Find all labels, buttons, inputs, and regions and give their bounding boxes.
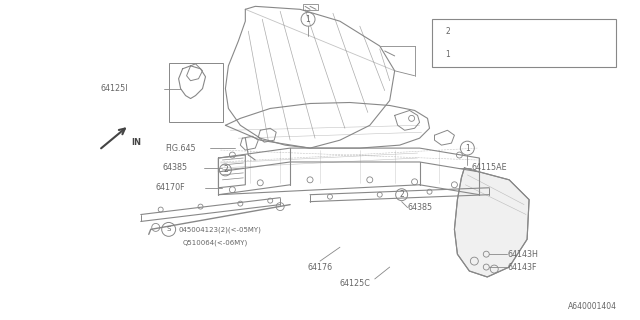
Bar <box>303 4 318 10</box>
Text: 1: 1 <box>465 144 470 153</box>
Bar <box>431 19 616 67</box>
Text: 64170F: 64170F <box>156 183 186 192</box>
Circle shape <box>440 24 454 38</box>
Text: Q510064(<-06MY): Q510064(<-06MY) <box>182 239 248 245</box>
Text: Q710007: Q710007 <box>469 51 511 60</box>
Text: 64143H: 64143H <box>507 250 538 259</box>
Text: 64143F: 64143F <box>507 263 537 272</box>
Text: IN: IN <box>131 138 141 147</box>
Text: FIG.645: FIG.645 <box>166 144 196 153</box>
Circle shape <box>396 189 408 201</box>
Text: A640001404: A640001404 <box>568 302 617 311</box>
Text: 1: 1 <box>306 15 310 24</box>
Bar <box>169 63 223 122</box>
Text: 045004123(2)(<-05MY): 045004123(2)(<-05MY) <box>179 226 262 233</box>
Circle shape <box>460 141 474 155</box>
Circle shape <box>220 164 232 176</box>
Text: M120134: M120134 <box>469 27 511 36</box>
Circle shape <box>301 12 315 26</box>
Polygon shape <box>454 168 529 277</box>
Text: 2: 2 <box>445 27 450 36</box>
Text: 64115AE: 64115AE <box>471 164 507 172</box>
Text: 2: 2 <box>223 165 228 174</box>
Text: 64385: 64385 <box>163 164 188 172</box>
Text: 64385: 64385 <box>408 203 433 212</box>
Text: 64125C: 64125C <box>339 279 371 288</box>
Circle shape <box>440 48 454 62</box>
Text: S: S <box>166 226 171 232</box>
Text: 2: 2 <box>399 190 404 199</box>
Text: 1: 1 <box>445 51 450 60</box>
Text: 64125I: 64125I <box>101 84 129 93</box>
Text: 64176: 64176 <box>307 263 333 272</box>
